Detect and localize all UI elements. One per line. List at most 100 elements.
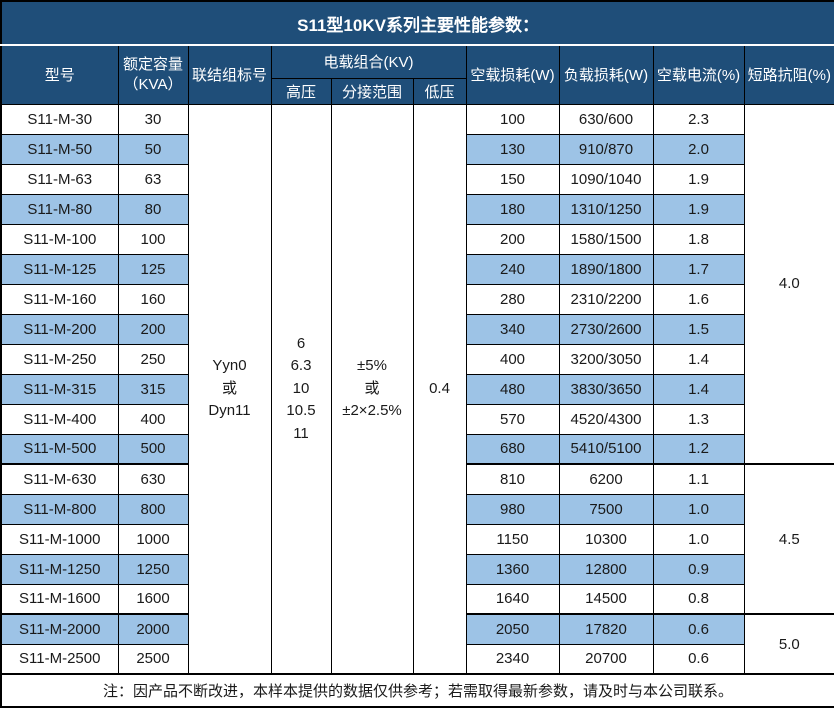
cell-no-load-loss: 680 — [465, 433, 560, 465]
cell-load-loss: 4520/4300 — [558, 403, 654, 435]
cell-model: S11-M-2500 — [0, 643, 119, 675]
cell-no-load-loss: 200 — [465, 223, 560, 255]
cell-load-loss: 1090/1040 — [558, 163, 654, 195]
cell-model: S11-M-50 — [0, 133, 119, 165]
col-header-voltage-group: 电载组合(KV) — [270, 44, 467, 79]
cell-load-loss: 14500 — [558, 583, 654, 615]
impedance-group-cell: 4.5 — [743, 463, 834, 615]
cell-no-load-loss: 980 — [465, 493, 560, 525]
cell-load-loss: 10300 — [558, 523, 654, 555]
cell-no-load-loss: 570 — [465, 403, 560, 435]
cell-load-loss: 20700 — [558, 643, 654, 675]
cell-model: S11-M-125 — [0, 253, 119, 285]
cell-no-load-current: 1.4 — [652, 373, 745, 405]
cell-capacity: 400 — [117, 403, 189, 435]
col-header-tap-range: 分接范围 — [330, 77, 414, 105]
table-row: S11-M-125 125 240 1890/1800 1.7 — [0, 253, 834, 285]
impedance-group-cell: 5.0 — [743, 613, 834, 675]
cell-model: S11-M-200 — [0, 313, 119, 345]
cell-no-load-current: 1.3 — [652, 403, 745, 435]
cell-model: S11-M-315 — [0, 373, 119, 405]
table-row: S11-M-160 160 280 2310/2200 1.6 — [0, 283, 834, 315]
cell-no-load-current: 0.8 — [652, 583, 745, 615]
cell-no-load-loss: 100 — [465, 103, 560, 135]
cell-capacity: 1250 — [117, 553, 189, 585]
cell-no-load-loss: 2050 — [465, 613, 560, 645]
cell-load-loss: 1580/1500 — [558, 223, 654, 255]
cell-no-load-loss: 1150 — [465, 523, 560, 555]
cell-model: S11-M-1600 — [0, 583, 119, 615]
cell-capacity: 2500 — [117, 643, 189, 675]
cell-no-load-loss: 240 — [465, 253, 560, 285]
cell-capacity: 30 — [117, 103, 189, 135]
cell-capacity: 160 — [117, 283, 189, 315]
cell-capacity: 200 — [117, 313, 189, 345]
cell-load-loss: 2730/2600 — [558, 313, 654, 345]
cell-model: S11-M-160 — [0, 283, 119, 315]
cell-capacity: 50 — [117, 133, 189, 165]
cell-capacity: 315 — [117, 373, 189, 405]
cell-no-load-loss: 1640 — [465, 583, 560, 615]
cell-no-load-loss: 480 — [465, 373, 560, 405]
cell-no-load-current: 1.0 — [652, 493, 745, 525]
col-header-impedance: 短路抗阻(%) — [743, 44, 834, 105]
cell-model: S11-M-2000 — [0, 613, 119, 645]
cell-load-loss: 17820 — [558, 613, 654, 645]
cell-no-load-current: 1.9 — [652, 163, 745, 195]
cell-no-load-current: 1.9 — [652, 193, 745, 225]
table-row: S11-M-50 50 130 910/870 2.0 — [0, 133, 834, 165]
cell-load-loss: 2310/2200 — [558, 283, 654, 315]
table-row: S11-M-30 30 Yyn0 或 Dyn11 6 6.3 10 10.5 1… — [0, 103, 834, 675]
cell-capacity: 800 — [117, 493, 189, 525]
cell-model: S11-M-80 — [0, 193, 119, 225]
cell-no-load-current: 1.2 — [652, 433, 745, 465]
cell-load-loss: 630/600 — [558, 103, 654, 135]
cell-no-load-current: 1.6 — [652, 283, 745, 315]
merged-lv-cell: 0.4 — [412, 103, 467, 675]
cell-no-load-loss: 1360 — [465, 553, 560, 585]
impedance-group-cell: 4.0 — [743, 103, 834, 465]
cell-model: S11-M-100 — [0, 223, 119, 255]
table-row: S11-M-1600 1600 1640 14500 0.8 — [0, 583, 834, 615]
cell-load-loss: 6200 — [558, 463, 654, 495]
cell-model: S11-M-500 — [0, 433, 119, 465]
cell-no-load-loss: 280 — [465, 283, 560, 315]
cell-load-loss: 1310/1250 — [558, 193, 654, 225]
cell-model: S11-M-250 — [0, 343, 119, 375]
merged-tap-range-cell: ±5% 或 ±2×2.5% — [330, 103, 414, 675]
table-row: S11-M-1000 1000 1150 10300 1.0 — [0, 523, 834, 555]
table-row: S11-M-200 200 340 2730/2600 1.5 — [0, 313, 834, 345]
cell-model: S11-M-630 — [0, 463, 119, 495]
cell-load-loss: 3830/3650 — [558, 373, 654, 405]
col-header-no-load-current: 空载电流(%) — [652, 44, 745, 105]
cell-model: S11-M-400 — [0, 403, 119, 435]
cell-no-load-loss: 130 — [465, 133, 560, 165]
table-row: S11-M-400 400 570 4520/4300 1.3 — [0, 403, 834, 435]
cell-load-loss: 5410/5100 — [558, 433, 654, 465]
cell-load-loss: 3200/3050 — [558, 343, 654, 375]
cell-no-load-current: 1.7 — [652, 253, 745, 285]
cell-no-load-loss: 810 — [465, 463, 560, 495]
table-row: S11-M-80 80 180 1310/1250 1.9 — [0, 193, 834, 225]
cell-capacity: 250 — [117, 343, 189, 375]
cell-load-loss: 12800 — [558, 553, 654, 585]
cell-capacity: 125 — [117, 253, 189, 285]
cell-model: S11-M-30 — [0, 103, 119, 135]
merged-hv-cell: 6 6.3 10 10.5 11 — [270, 103, 332, 675]
cell-no-load-current: 0.9 — [652, 553, 745, 585]
footnote: 注：因产品不断改进，本样本提供的数据仅供参考；若需取得最新参数，请及时与本公司联… — [0, 673, 834, 708]
cell-load-loss: 1890/1800 — [558, 253, 654, 285]
col-header-hv: 高压 — [270, 77, 332, 105]
col-header-model: 型号 — [0, 44, 119, 105]
cell-no-load-current: 1.1 — [652, 463, 745, 495]
table-row: S11-M-500 500 680 5410/5100 1.2 — [0, 433, 834, 465]
cell-capacity: 100 — [117, 223, 189, 255]
cell-no-load-loss: 340 — [465, 313, 560, 345]
cell-load-loss: 910/870 — [558, 133, 654, 165]
table-row: S11-M-100 100 200 1580/1500 1.8 — [0, 223, 834, 255]
table-row: S11-M-630 630 810 6200 1.1 4.5 — [0, 463, 834, 615]
cell-model: S11-M-1000 — [0, 523, 119, 555]
cell-no-load-current: 2.3 — [652, 103, 745, 135]
footnote-row: 注：因产品不断改进，本样本提供的数据仅供参考；若需取得最新参数，请及时与本公司联… — [0, 673, 834, 708]
